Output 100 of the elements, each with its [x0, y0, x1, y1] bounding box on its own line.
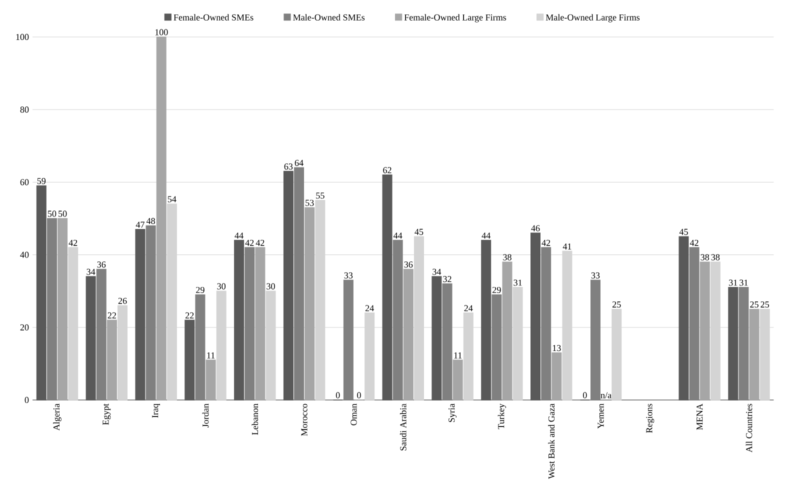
- x-tick-label: Syria: [448, 404, 457, 422]
- bar: [612, 308, 622, 400]
- data-label: 50: [48, 210, 56, 217]
- x-tick-label: All Countries: [746, 404, 752, 452]
- x-tick-label: Regions: [646, 404, 654, 433]
- x-tick-label: Oman: [350, 404, 357, 426]
- data-label: 25: [612, 301, 621, 308]
- bar: [552, 352, 562, 400]
- data-label: 33: [591, 272, 600, 278]
- data-label: 25: [750, 301, 758, 308]
- bar: [283, 170, 294, 400]
- data-label: 29: [492, 286, 501, 293]
- data-label: 0: [583, 392, 587, 398]
- data-label: 32: [443, 276, 452, 282]
- legend-label: Male-Owned Large Firms: [546, 14, 640, 22]
- bar: [304, 207, 315, 400]
- data-label: 44: [394, 232, 402, 238]
- data-label: 42: [542, 240, 550, 246]
- data-label: 38: [503, 254, 512, 260]
- bar: [315, 200, 326, 400]
- data-label: 100: [155, 29, 168, 36]
- legend-label: Male-Owned SMEs: [293, 14, 365, 20]
- x-tick-label: Jordan: [202, 404, 209, 428]
- data-label: 31: [729, 280, 738, 286]
- y-tick-label: 20: [20, 324, 29, 330]
- bar: [382, 174, 392, 400]
- data-label: 11: [454, 352, 462, 358]
- data-label: 54: [168, 196, 176, 202]
- bar: [58, 218, 68, 400]
- bar: [68, 246, 78, 400]
- data-label: 36: [404, 261, 413, 268]
- y-tick-label: 100: [16, 34, 29, 40]
- data-label: 31: [514, 280, 522, 286]
- bar: [700, 261, 710, 400]
- x-tick-label: Saudi Arabia: [400, 404, 406, 450]
- bar: [118, 305, 128, 400]
- bar: [156, 36, 166, 400]
- bar: [502, 261, 512, 400]
- data-label: 50: [58, 210, 67, 217]
- bar: [512, 286, 523, 400]
- bar: [195, 294, 206, 400]
- data-label: 42: [256, 240, 264, 246]
- data-label: 24: [365, 305, 374, 312]
- x-tick-label: Egypt: [102, 403, 111, 425]
- bar: [46, 218, 57, 400]
- bar: [749, 308, 760, 400]
- data-label: 38: [711, 254, 720, 260]
- data-label: 53: [306, 200, 314, 206]
- x-tick-label: Lebanon: [252, 404, 258, 435]
- data-label: 26: [118, 298, 127, 304]
- data-label: 0: [336, 392, 340, 398]
- bar: [206, 360, 216, 400]
- bar: [452, 360, 463, 400]
- x-tick-label: Morocco: [301, 404, 308, 436]
- data-label: 36: [97, 261, 106, 268]
- bar: [392, 240, 403, 400]
- data-label: 22: [186, 312, 194, 318]
- bar: [244, 246, 255, 400]
- bar: [442, 283, 452, 400]
- data-label: 24: [464, 305, 473, 312]
- data-label: 29: [196, 286, 204, 293]
- x-tick-label: Algeria: [53, 404, 62, 430]
- data-label: 0: [357, 392, 361, 398]
- bar: [294, 167, 304, 400]
- data-label: 44: [482, 232, 490, 238]
- bar: [106, 320, 117, 400]
- data-label: 42: [245, 240, 254, 246]
- bar: [403, 268, 414, 400]
- bar: [530, 232, 541, 400]
- bar: [481, 240, 492, 400]
- bar: [364, 312, 375, 400]
- bar: [86, 276, 96, 400]
- data-label: 22: [108, 312, 116, 318]
- x-tick-label: MENA: [696, 403, 703, 430]
- bar: [541, 246, 552, 400]
- data-label: 11: [207, 352, 215, 358]
- bar: [590, 280, 600, 400]
- bar: [96, 268, 106, 400]
- data-label: 30: [217, 283, 226, 290]
- bar: [343, 280, 354, 400]
- legend-label: Female-Owned SMEs: [174, 14, 254, 20]
- data-label: 59: [37, 178, 46, 184]
- bar: [562, 250, 572, 400]
- data-label: 45: [679, 228, 688, 235]
- data-label: 46: [531, 225, 540, 232]
- text: n/a: [600, 392, 612, 398]
- bar: [738, 286, 749, 400]
- data-label: 64: [294, 160, 304, 166]
- x-tick-label: Iraq: [152, 404, 160, 418]
- bar: [266, 290, 276, 400]
- data-label: 33: [344, 272, 353, 278]
- bar: [492, 294, 502, 400]
- bar: [135, 228, 146, 400]
- y-tick-label: 40: [20, 252, 29, 258]
- data-label: 30: [266, 283, 275, 290]
- data-label: 34: [432, 268, 442, 275]
- bar: [146, 225, 156, 400]
- bar: [678, 236, 689, 400]
- y-tick-label: 80: [20, 106, 29, 112]
- bar: [255, 246, 266, 400]
